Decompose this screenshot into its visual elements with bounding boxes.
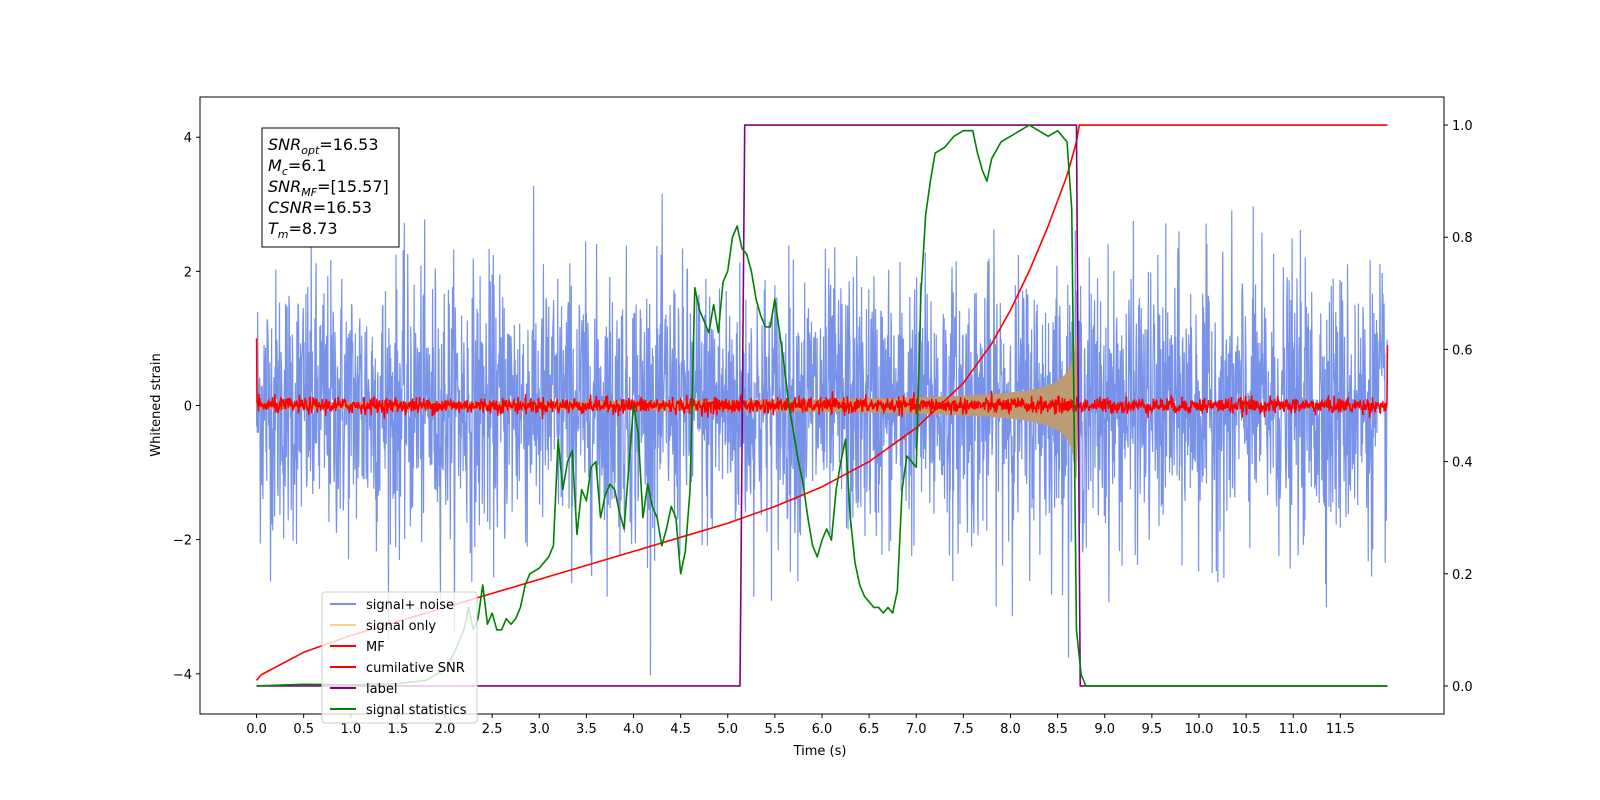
x-tick-label: 4.5 <box>670 722 691 737</box>
x-tick-label: 1.5 <box>388 722 409 737</box>
x-tick-label: 11.5 <box>1326 722 1355 737</box>
y-tick-label: −2 <box>173 534 192 549</box>
y2-tick-label: 0.6 <box>1452 343 1473 358</box>
legend-label: label <box>366 682 397 697</box>
legend-label: MF <box>366 640 385 655</box>
x-tick-label: 7.5 <box>953 722 974 737</box>
legend: signal+ noise signal only MF cumilative SNR… <box>321 591 478 724</box>
y-tick-label: 0 <box>184 400 192 415</box>
x-axis-label: Time (s) <box>793 744 847 759</box>
series-signal-statistics <box>256 124 1388 687</box>
x-tick-label: 4.0 <box>623 722 644 737</box>
annotation-line: SNRMF=[15.57] <box>268 177 389 199</box>
y-tick-label: 2 <box>184 265 192 280</box>
y-axis-right: 1.0 0.8 0.6 0.4 0.2 0.0 <box>1444 119 1473 695</box>
y2-tick-label: 0.0 <box>1452 680 1473 695</box>
x-tick-label: 2.5 <box>482 722 503 737</box>
x-tick-label: 3.0 <box>529 722 550 737</box>
x-tick-label: 2.0 <box>435 722 456 737</box>
series-mf <box>255 338 1389 420</box>
annotation-line: CSNR=16.53 <box>268 198 372 217</box>
x-tick-label: 1.0 <box>340 722 361 737</box>
legend-label: signal only <box>366 619 436 634</box>
y-axis-label: Whitened strain <box>149 353 164 456</box>
x-tick-label: 0.5 <box>293 722 314 737</box>
x-tick-label: 11.0 <box>1279 722 1308 737</box>
stats-annotation-box: SNRopt=16.53Mc=6.1SNRMF=[15.57]CSNR=16.5… <box>261 127 400 248</box>
y-tick-label: −4 <box>173 668 192 683</box>
x-tick-label: 8.0 <box>1000 722 1021 737</box>
x-tick-label: 10.5 <box>1232 722 1261 737</box>
annotation-line: Tm=8.73 <box>268 219 338 241</box>
x-tick-label: 6.5 <box>859 722 880 737</box>
y2-tick-label: 0.2 <box>1452 568 1473 583</box>
legend-label: cumilative SNR <box>366 661 465 676</box>
y2-tick-label: 0.8 <box>1452 231 1473 246</box>
annotation-line: Mc=6.1 <box>268 156 327 178</box>
x-tick-label: 0.0 <box>246 722 267 737</box>
x-tick-label: 5.0 <box>717 722 738 737</box>
y2-tick-label: 0.4 <box>1452 456 1473 471</box>
x-tick-label: 3.5 <box>576 722 597 737</box>
x-tick-label: 8.5 <box>1047 722 1068 737</box>
annotation-line: SNRopt=16.53 <box>268 135 379 157</box>
x-tick-label: 6.0 <box>812 722 833 737</box>
y-axis-left: 4 2 0 −2 −4 <box>173 131 200 683</box>
legend-label: signal+ noise <box>366 598 454 613</box>
y2-tick-label: 1.0 <box>1452 119 1473 134</box>
x-tick-label: 7.0 <box>906 722 927 737</box>
x-tick-label: 10.0 <box>1184 722 1213 737</box>
x-tick-label: 9.0 <box>1094 722 1115 737</box>
x-axis: 0.0 0.5 1.0 1.5 2.0 2.5 3.0 3.5 4.0 4.5 5.0 5.5 6.0 6… <box>246 714 1355 737</box>
legend-frame <box>321 591 478 724</box>
legend-label: signal statistics <box>366 703 467 718</box>
y-tick-label: 4 <box>184 131 192 146</box>
annotation-frame <box>261 127 400 248</box>
x-tick-label: 9.5 <box>1142 722 1163 737</box>
x-tick-label: 5.5 <box>765 722 786 737</box>
